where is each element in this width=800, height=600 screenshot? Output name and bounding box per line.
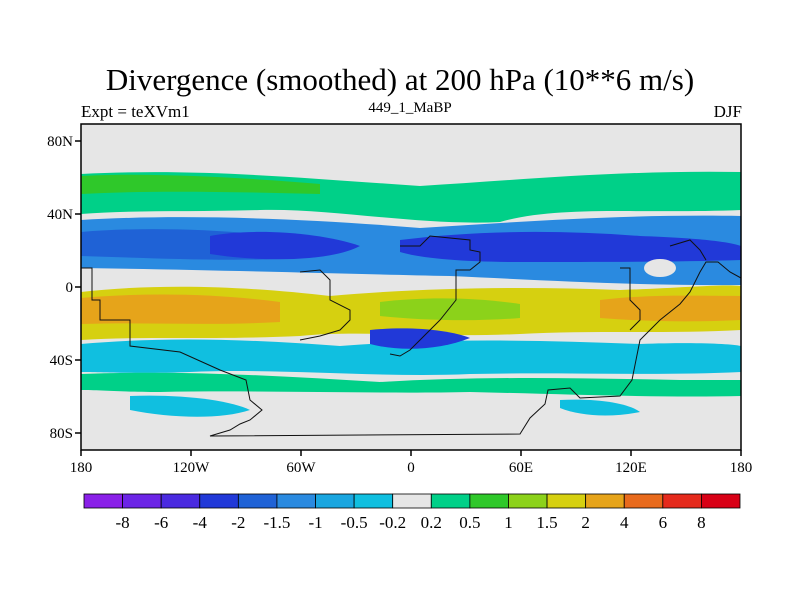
x-tick-labels: 180 120W 60W 0 60E 120E 180 [70, 460, 753, 476]
y-tick-label: 40S [50, 353, 73, 369]
colorbar-label: 1.5 [536, 513, 557, 532]
colorbar-swatch [199, 493, 239, 509]
colorbar-swatch [122, 493, 162, 509]
colorbar-swatch [315, 493, 355, 509]
south-negative-band [81, 339, 741, 375]
colorbar-label: 6 [659, 513, 668, 532]
colorbar-label: 0.2 [421, 513, 442, 532]
colorbar-label: -2 [231, 513, 245, 532]
colorbar-label: 8 [697, 513, 706, 532]
africa-outline [389, 235, 481, 357]
x-tick-label: 180 [730, 460, 753, 476]
coastline-outline [81, 261, 742, 437]
colorbar-swatch [662, 493, 702, 509]
colorbar-label: -8 [116, 513, 130, 532]
colorbar-swatch [546, 493, 587, 509]
axis-ticks [75, 140, 742, 456]
y-tick-label: 0 [66, 280, 74, 296]
colorbar-swatch [508, 493, 548, 509]
pacific-outline [669, 239, 707, 261]
y-tick-labels: 80N 40N 0 40S 80S [47, 134, 73, 442]
colorbar-label: -1.5 [263, 513, 290, 532]
north-band-core [81, 174, 320, 194]
colorbar-swatch [701, 493, 741, 509]
colorbar-label: 2 [581, 513, 590, 532]
x-tick-label: 60W [286, 460, 316, 476]
asia-outline [620, 267, 641, 331]
colorbar-swatch [430, 493, 471, 509]
x-tick-label: 0 [407, 460, 415, 476]
colorbar-label: 1 [504, 513, 513, 532]
north-convergence-east [400, 231, 741, 262]
colorbar-swatch [469, 493, 509, 509]
y-tick-label: 80N [47, 134, 73, 150]
colorbar-swatch [160, 493, 201, 509]
y-tick-label: 80S [50, 426, 73, 442]
x-tick-label: 60E [509, 460, 533, 476]
colorbar-labels: -8 -6 -4 -2 -1.5 -1 -0.5 -0.2 0.2 0.5 1 1.5 2 4 6 8 [116, 513, 706, 532]
colorbar-label: -1 [308, 513, 322, 532]
tropical-positive-central [380, 298, 520, 321]
colorbar-swatch [237, 493, 278, 509]
x-tick-label: 120E [615, 460, 647, 476]
colorbar-label: -4 [193, 513, 208, 532]
experiment-label: Expt = teXVm1 [81, 102, 190, 121]
south-america-outline [299, 269, 351, 341]
colorbar-swatch [623, 493, 664, 509]
y-tick-label: 40N [47, 207, 73, 223]
run-label: 449_1_MaBP [368, 100, 452, 116]
x-tick-label: 120W [173, 460, 211, 476]
tropical-positive-core-east [600, 295, 741, 322]
south-negative-patch-east [560, 399, 640, 416]
x-tick-label: 180 [70, 460, 93, 476]
colorbar-label: -0.5 [341, 513, 368, 532]
colorbar-swatch [585, 493, 625, 509]
colorbar-swatch [353, 493, 394, 509]
pacific-neutral-spot [644, 259, 676, 277]
north-convergence-west [210, 231, 360, 260]
colorbar-label: 4 [620, 513, 629, 532]
season-label: DJF [713, 102, 742, 121]
tropical-positive-core-west [81, 294, 280, 324]
south-positive-band [81, 372, 741, 397]
south-negative-patch-west [130, 395, 250, 417]
colorbar [83, 493, 741, 509]
colorbar-label: -0.2 [379, 513, 406, 532]
map-field [81, 124, 741, 450]
colorbar-swatch [392, 493, 432, 509]
coastlines [81, 235, 742, 437]
colorbar-swatch [83, 493, 123, 509]
colorbar-label: 0.5 [459, 513, 480, 532]
colorbar-swatch [276, 493, 316, 509]
chart-title: Divergence (smoothed) at 200 hPa (10**6 … [105, 62, 695, 97]
colorbar-label: -6 [154, 513, 168, 532]
south-convergence-core [370, 328, 470, 349]
